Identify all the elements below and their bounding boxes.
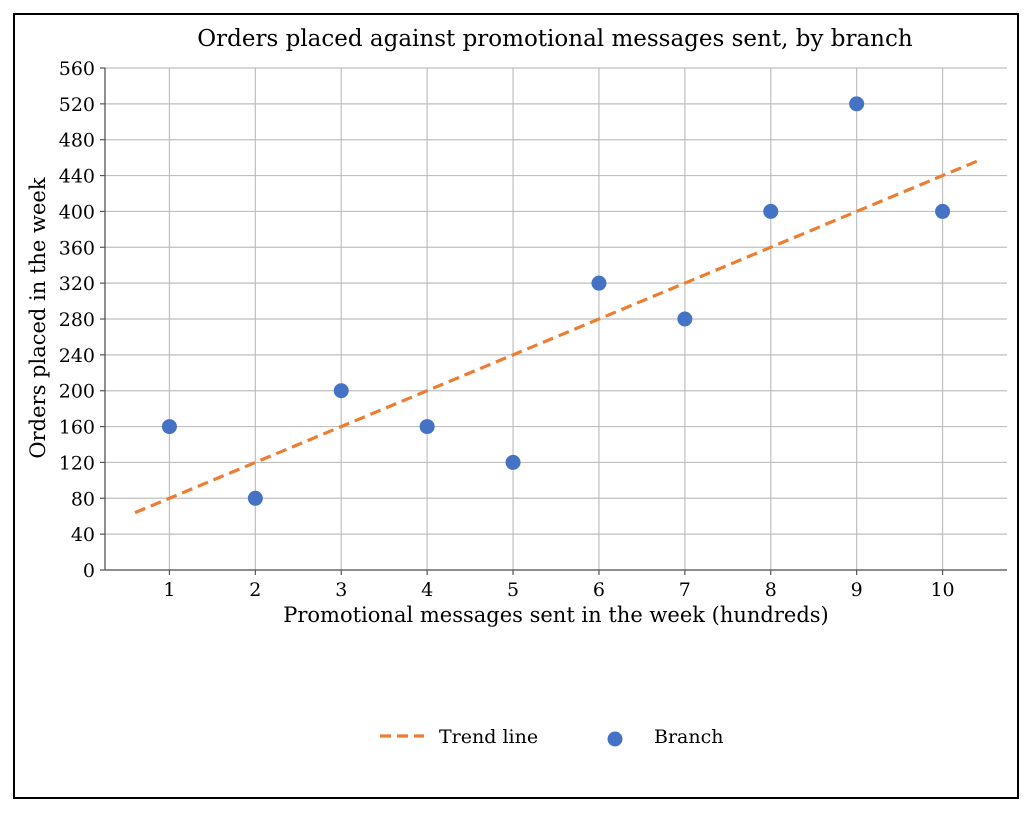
grid-layer <box>105 67 1007 571</box>
branch-point <box>591 275 607 291</box>
branch-point <box>333 383 349 399</box>
y-tick-label: 120 <box>59 452 95 474</box>
y-tick-label: 560 <box>59 58 95 80</box>
branch-point <box>161 419 177 435</box>
y-axis-title: Orders placed in the week <box>26 177 50 458</box>
y-tick-label: 40 <box>71 524 95 546</box>
legend-swatch-branch <box>607 731 623 747</box>
legend-item: Trend line <box>380 726 538 748</box>
y-tick-label: 400 <box>59 201 95 223</box>
x-tick-label: 5 <box>507 579 519 601</box>
x-tick-label: 8 <box>765 579 777 601</box>
y-tick-label: 240 <box>59 345 95 367</box>
x-tick-label: 2 <box>249 579 261 601</box>
legend-label: Trend line <box>439 726 538 748</box>
y-tick-label: 0 <box>83 560 95 582</box>
branch-point <box>935 203 951 219</box>
x-tick-label: 7 <box>679 579 691 601</box>
y-tick-label: 160 <box>59 417 95 439</box>
branch-point <box>505 454 521 470</box>
ticks-layer: 0408012016020024028032036040044048052056… <box>59 58 955 601</box>
chart-title: Orders placed against promotional messag… <box>197 26 913 52</box>
branch-point <box>247 490 263 506</box>
y-tick-label: 320 <box>59 273 95 295</box>
legend-label: Branch <box>654 726 724 748</box>
x-tick-label: 10 <box>930 579 954 601</box>
x-tick-label: 3 <box>335 579 347 601</box>
y-tick-label: 360 <box>59 237 95 259</box>
chart-frame <box>13 13 1019 799</box>
y-tick-label: 480 <box>59 130 95 152</box>
y-tick-label: 200 <box>59 381 95 403</box>
x-tick-label: 4 <box>421 579 433 601</box>
x-tick-label: 6 <box>593 579 605 601</box>
branch-point <box>419 419 435 435</box>
trend-line <box>134 159 978 515</box>
y-tick-label: 440 <box>59 166 95 188</box>
legend: Trend line Branch <box>380 726 724 748</box>
branch-point <box>763 203 779 219</box>
y-tick-label: 520 <box>59 94 95 116</box>
series-layer <box>134 96 978 515</box>
legend-item: Branch <box>607 726 724 748</box>
x-tick-label: 1 <box>163 579 175 601</box>
y-tick-label: 80 <box>71 488 95 510</box>
x-tick-label: 9 <box>851 579 863 601</box>
branch-point <box>677 311 693 327</box>
branch-point <box>849 96 865 112</box>
x-axis-title: Promotional messages sent in the week (h… <box>283 603 829 627</box>
y-tick-label: 280 <box>59 309 95 331</box>
